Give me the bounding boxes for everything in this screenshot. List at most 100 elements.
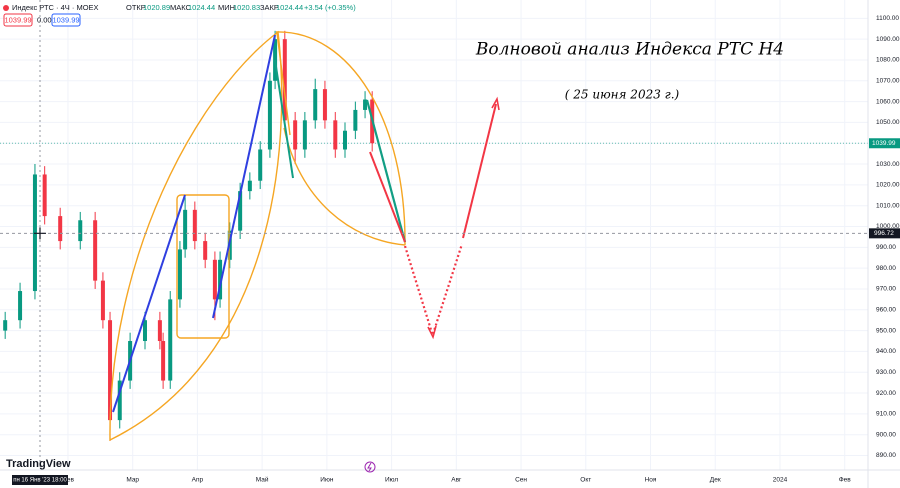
y-tick-label: 1070.00 [876,78,900,85]
candle-body [177,249,182,300]
ohlc-value: 1024.44 [276,3,303,12]
y-tick-label: 960.00 [876,307,896,314]
x-tick-label: Июл [385,477,398,484]
annotation-title: Волновой анализ Индекса РТС Н4 [475,40,784,60]
wave-arc [283,127,406,246]
y-tick-label: 920.00 [876,390,896,397]
drawings [109,30,500,442]
x-tick-label: 2024 [773,477,788,484]
y-tick-label: 1050.00 [876,119,900,126]
y-tick-label: 1080.00 [876,57,900,64]
candle-body [117,380,122,421]
candles [3,30,375,441]
candle-body [258,149,263,181]
cursor [34,227,46,240]
candle-body [100,280,105,321]
y-tick-label: 1100.00 [876,15,899,22]
ohlc-value: 1024.44 [188,3,215,12]
annotation-date: ( 25 июня 2023 г.) [565,88,680,102]
y-tick-label: 990.00 [876,244,896,251]
candle-body [218,259,223,300]
candle-body [161,341,166,381]
candle-body [3,320,8,331]
y-tick-label: 900.00 [876,431,896,438]
y-tick-label: 1030.00 [876,161,900,168]
x-axis: Фев Мар Апр Май Июн Июл Авг Сен Окт Ноя Дек 2024 Фев [62,476,851,484]
buy-price[interactable]: 1039.99 [52,15,79,24]
crosshair-time-box [12,475,68,485]
x-tick-label: Мар [126,477,139,484]
x-tick-label: Авг [451,477,462,484]
consolidation-box [176,194,230,339]
y-tick-label: 1000.00 [876,223,900,230]
sell-button[interactable] [3,13,33,27]
candle-body [238,191,243,231]
y-tick-label: 890.00 [876,452,896,459]
wave-arc [275,31,406,246]
wave-line [369,151,406,243]
sell-price[interactable]: 1039.99 [4,15,31,24]
candle-body [333,120,338,150]
y-tick-label: 940.00 [876,348,896,355]
ohlc-label: МИН [218,3,235,12]
candle-body [363,99,368,110]
candle-body [313,89,318,121]
y-tick-label: 930.00 [876,369,896,376]
last-price-box [869,138,900,149]
x-tick-label: Окт [580,477,591,484]
buy-button[interactable] [51,13,81,27]
y-tick-label: 1090.00 [876,36,900,43]
candle-body [58,216,63,242]
y-tick-label: 1020.00 [876,182,900,189]
grid [0,0,868,470]
candle-body [192,209,197,242]
y-tick-label: 1010.00 [876,202,900,209]
y-tick-label: 970.00 [876,286,896,293]
events-icon[interactable] [364,461,376,473]
price-labels: 1039.99 996.72 пн 16 Янв '23 18:00 [12,138,900,485]
crosshair-price-label: 996.72 [874,230,894,237]
candle-body [353,109,358,131]
candle-body [273,39,278,81]
candle-body [18,291,23,321]
candle-body [42,174,47,217]
candle-body [247,180,252,192]
y-tick-label: 950.00 [876,327,896,334]
x-tick-label: Июн [320,477,334,484]
candle-body [93,220,98,281]
wave-line [274,59,294,179]
ohlc-value: 1020.83 [233,3,260,12]
arrow-head [491,96,500,111]
forecast-line [462,103,497,239]
candle-body [342,130,347,150]
x-tick-label: Сен [515,477,527,484]
candle-body [302,120,307,150]
y-tick-label: 1060.00 [876,98,900,105]
candle-body [293,120,298,150]
symbol-icon [3,5,9,11]
forecast-line [403,245,434,334]
candle-body [282,39,287,121]
last-price-label: 1039.99 [872,140,896,147]
x-tick-label: Фев [839,477,852,484]
candle-body [142,320,147,342]
x-tick-label: Май [256,476,269,484]
crosshair-time-label: пн 16 Янв '23 18:00 [13,478,67,484]
candle-body [183,209,188,250]
ohlc-label: ОТКР [126,3,146,12]
events-icon[interactable] [367,462,372,472]
candle-body [267,80,272,150]
candle-body [212,259,217,300]
x-tick-label: Ноя [645,477,657,484]
candle-body [168,299,173,381]
candle-body [157,320,162,342]
logo[interactable]: TradingView [6,458,71,470]
y-tick-label: 910.00 [876,411,896,418]
ohlc-label: ЗАКР [260,3,279,12]
y-tick-label: 980.00 [876,265,896,272]
x-tick-label: Апр [192,477,204,484]
ohlc-label: МАКС [170,3,192,12]
x-tick-label: Дек [710,477,721,484]
